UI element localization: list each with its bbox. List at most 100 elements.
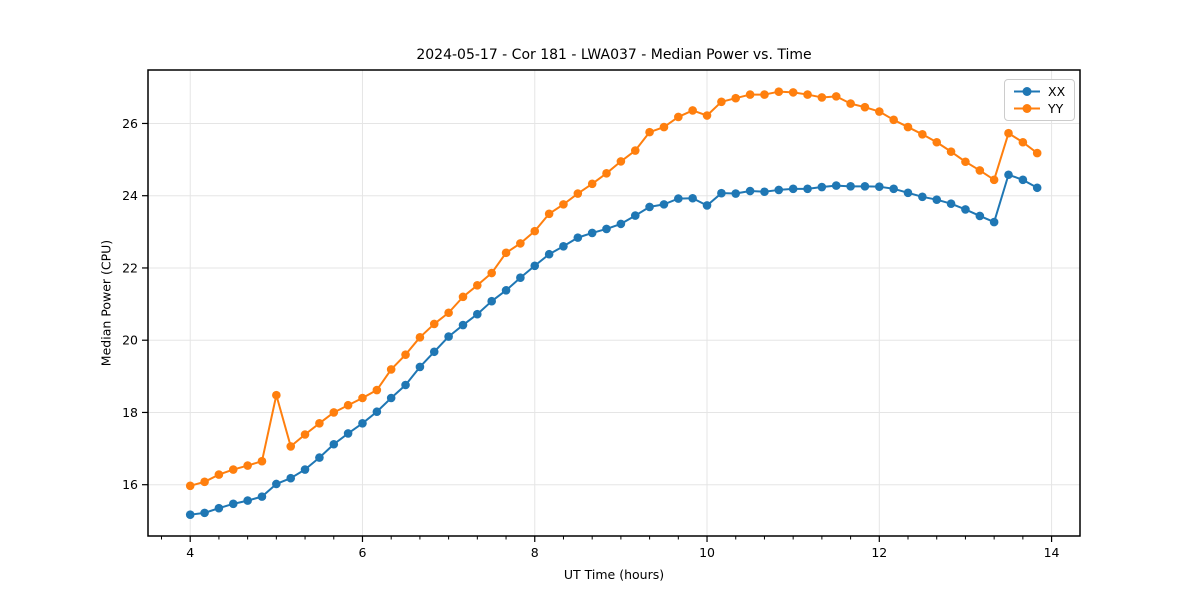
series-XX-marker [702,201,712,210]
legend: XX YY [1004,79,1076,121]
series-YY-marker [989,175,999,185]
x-tick-label: 8 [531,545,539,560]
x-tick-label: 14 [1044,545,1060,560]
series-YY-marker [731,93,741,103]
y-tick-label: 16 [122,477,138,492]
series-XX-line [189,173,1039,516]
series-XX-marker [487,296,496,306]
legend-label: YY [1048,101,1064,116]
series-XX-marker [587,228,597,238]
series-XX-marker [401,380,410,390]
x-tick-label: 10 [699,545,715,560]
series-XX-marker [817,182,827,192]
series-YY-marker [315,418,324,428]
series-XX-marker [932,195,942,204]
series-YY-marker [932,137,942,147]
series-XX-marker [688,193,697,203]
series-YY-marker [573,189,583,198]
series-XX-marker [185,510,195,519]
series-YY-marker [228,465,238,474]
series-YY-marker [1004,128,1013,138]
series-XX-marker [903,188,913,198]
series-YY-marker [774,87,784,96]
series-XX-marker [473,309,482,319]
y-tick-label: 20 [122,333,138,348]
y-tick-label: 26 [122,116,138,131]
series-YY-marker [702,111,712,120]
series-YY-marker [559,200,568,209]
series-YY-marker [975,166,985,175]
series-XX-marker [1004,170,1013,180]
y-tick-label: 18 [122,405,138,420]
series-YY-marker [501,248,511,258]
series-XX-marker [889,184,898,194]
series-YY-marker [745,90,755,99]
y-tick-label: 24 [122,188,138,203]
series-XX-marker [329,439,339,449]
series-YY-marker [846,99,855,108]
series-XX-marker [272,479,281,489]
series-YY-marker [329,408,339,417]
series-XX-marker [630,211,640,220]
series-YY-marker [587,179,597,189]
x-tick-label: 4 [186,545,194,560]
series-YY-marker [214,470,224,479]
series-XX-marker [516,273,525,283]
series-XX-marker [616,219,626,229]
series-YY-marker [674,112,683,122]
series-YY-marker [544,209,554,219]
legend-line-marker-icon [1014,104,1040,113]
series-YY-marker [803,90,812,99]
series-YY-marker [429,319,439,329]
series-YY-marker [645,127,654,137]
series-YY-marker [243,461,252,470]
series-YY-marker [458,292,468,302]
series-XX-marker [674,194,683,203]
series-XX-marker [1032,183,1042,193]
series-XX-marker [444,332,453,341]
series-XX-marker [1018,175,1028,185]
series-XX-marker [286,473,296,483]
series-XX-marker [846,182,855,191]
series-YY-marker [659,122,669,132]
series-XX-marker [831,181,841,190]
legend-entry-yy: YY [1012,101,1065,116]
series-XX-marker [243,496,252,505]
legend-label: XX [1048,84,1066,99]
series-XX-marker [731,189,741,198]
series-XX-marker [803,184,812,194]
series-YY-marker [200,477,209,487]
series-YY-marker [516,239,525,248]
series-YY-marker [185,481,195,491]
chart-title: 2024-05-17 - Cor 181 - LWA037 - Median P… [416,47,812,63]
series-YY-marker [257,456,267,466]
series-YY-marker [343,400,353,410]
series-YY-marker [889,115,898,125]
series-YY-marker [272,390,281,400]
series-XX-marker [659,200,669,209]
series-YY-marker [616,157,626,166]
series-XX-marker [372,407,382,417]
series-XX-marker [358,418,367,428]
series-XX-marker [946,199,956,208]
series-XX-marker [788,184,798,194]
x-tick-label: 6 [359,545,367,560]
series-YY-marker [602,169,611,178]
x-tick-label: 12 [871,545,887,560]
series-XX-marker [228,499,238,509]
series-XX-marker [415,362,425,372]
series-XX-marker [760,187,769,197]
series-XX-marker [458,320,468,330]
series-YY-marker [961,157,970,167]
series-XX-marker [300,465,310,474]
series-YY-marker [875,107,884,116]
series-YY-marker [860,102,870,112]
series-XX-marker [975,211,985,221]
series-YY-marker [760,90,769,99]
series-XX-marker [501,286,511,295]
series-YY-marker [831,92,841,101]
series-YY-marker [688,106,697,115]
series-YY-marker [1018,137,1028,147]
series-YY-marker [286,442,296,451]
